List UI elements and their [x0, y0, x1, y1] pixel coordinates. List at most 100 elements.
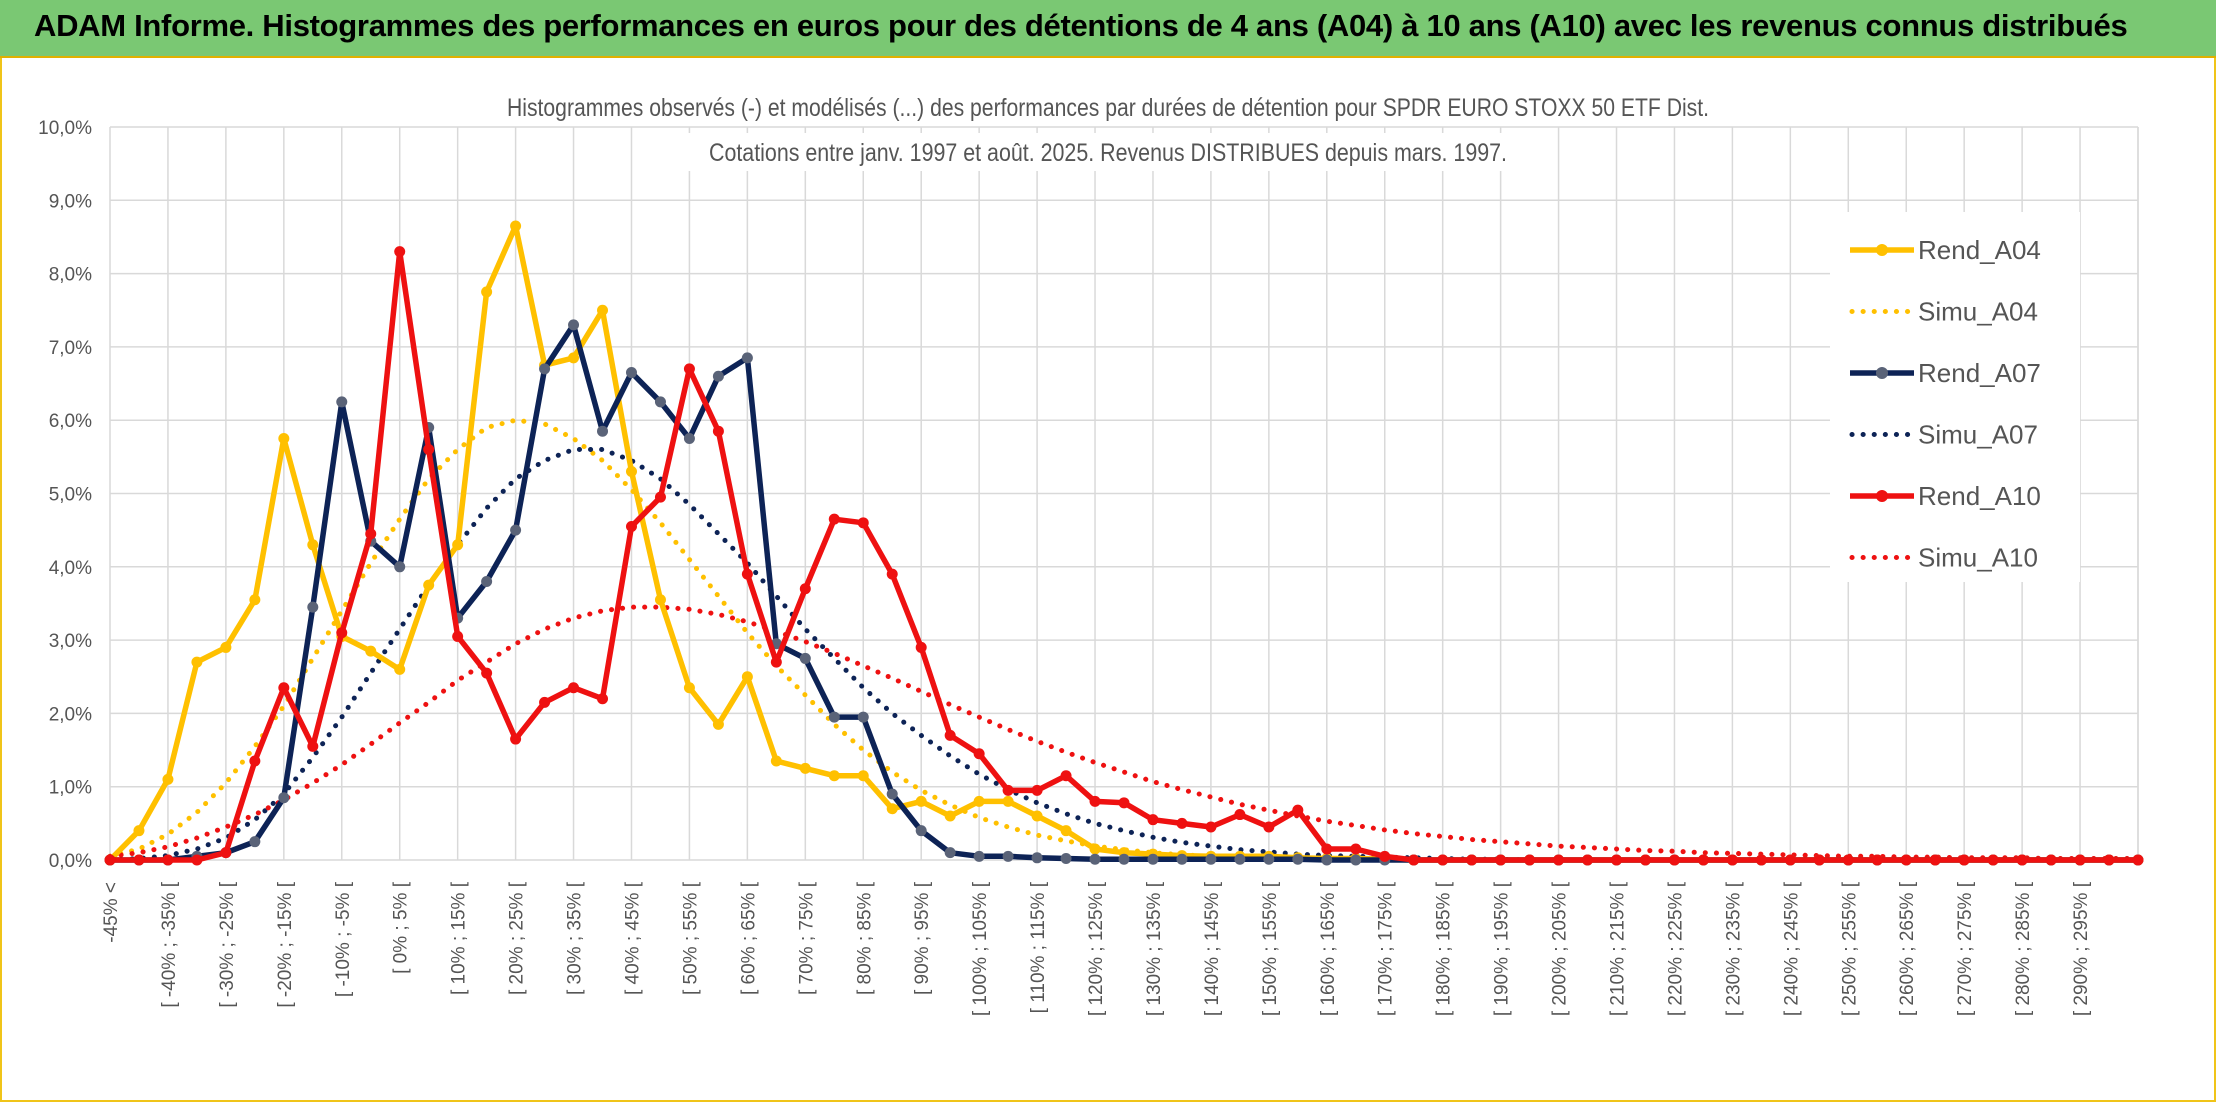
- data-point: [1118, 853, 1130, 865]
- data-point: [625, 367, 637, 379]
- legend: Rend_A04 Simu_A04 Rend_A07 Simu_A07 Rend_A10…: [1830, 212, 2080, 582]
- data-point: [510, 220, 522, 232]
- data-point: [220, 641, 232, 653]
- legend-label: Simu_A07: [1918, 420, 2038, 450]
- data-point: [539, 363, 551, 375]
- data-point: [510, 524, 522, 536]
- data-point: [1582, 854, 1594, 866]
- data-point: [394, 561, 406, 573]
- data-point: [683, 433, 695, 445]
- series-line: [107, 604, 2141, 861]
- data-point: [1263, 821, 1275, 833]
- data-point: [1929, 854, 1941, 866]
- legend-label: Rend_A04: [1918, 235, 2041, 265]
- x-tick-label: [ 40% ; 45% [: [622, 881, 643, 995]
- x-tick-label: [ 100% ; 105% [: [970, 881, 991, 1016]
- data-point: [712, 425, 724, 437]
- data-point: [857, 517, 869, 529]
- data-point: [1697, 854, 1709, 866]
- x-tick-label: [ 240% ; 245% [: [1781, 881, 1802, 1016]
- data-point: [886, 788, 898, 800]
- data-point: [423, 579, 435, 591]
- data-point: [568, 682, 580, 694]
- data-point: [799, 652, 811, 664]
- data-point: [741, 568, 753, 580]
- data-point: [1060, 825, 1072, 837]
- data-point: [1205, 853, 1217, 865]
- x-tick-label: [ 210% ; 215% [: [1608, 881, 1629, 1016]
- data-point: [973, 795, 985, 807]
- legend-item: Simu_A04: [1849, 297, 2038, 327]
- data-point: [278, 433, 290, 445]
- data-point: [481, 667, 493, 679]
- data-point: [1668, 854, 1680, 866]
- legend-item: Rend_A10: [1850, 481, 2041, 511]
- report-banner: ADAM Informe. Histogrammes des performan…: [0, 0, 2216, 58]
- data-point: [1958, 854, 1970, 866]
- data-point: [944, 810, 956, 822]
- data-point: [365, 528, 377, 540]
- data-point: [799, 583, 811, 595]
- data-point: [1611, 854, 1623, 866]
- data-point: [1408, 854, 1420, 866]
- legend-marker: [1876, 490, 1888, 502]
- chart-title-line: Cotations entre janv. 1997 et août. 2025…: [709, 139, 1507, 167]
- legend-marker: [1876, 367, 1888, 379]
- data-point: [191, 656, 203, 668]
- data-point: [1321, 854, 1333, 866]
- data-point: [2132, 854, 2144, 866]
- data-point: [1089, 843, 1101, 855]
- data-point: [1031, 852, 1043, 864]
- y-tick-label: 2,0%: [49, 704, 92, 725]
- x-tick-label: [ 180% ; 185% [: [1434, 881, 1455, 1016]
- x-tick-label: [ 260% ; 265% [: [1897, 881, 1918, 1016]
- x-tick-label: [ 110% ; 115% [: [1028, 881, 1049, 1013]
- data-point: [1495, 854, 1507, 866]
- data-point: [741, 352, 753, 364]
- data-point: [597, 425, 609, 437]
- data-point: [828, 711, 840, 723]
- data-point: [1089, 853, 1101, 865]
- report-title: ADAM Informe. Histogrammes des performan…: [34, 8, 2128, 43]
- data-point: [1031, 810, 1043, 822]
- x-tick-label: [ 60% ; 65% [: [738, 881, 759, 995]
- data-point: [2016, 854, 2028, 866]
- data-point: [539, 696, 551, 708]
- x-tick-label: [ 280% ; 285% [: [2013, 881, 2034, 1016]
- data-point: [944, 729, 956, 741]
- data-point: [915, 641, 927, 653]
- y-tick-label: 9,0%: [49, 191, 92, 212]
- data-point: [1031, 784, 1043, 796]
- data-point: [133, 825, 145, 837]
- data-point: [1726, 854, 1738, 866]
- data-point: [1176, 817, 1188, 829]
- data-point: [1784, 854, 1796, 866]
- data-point: [973, 850, 985, 862]
- y-tick-label: 6,0%: [49, 411, 92, 432]
- data-point: [712, 718, 724, 730]
- x-tick-label: [ 30% ; 35% [: [565, 881, 586, 995]
- x-tick-label: [ 20% ; 25% [: [507, 881, 528, 995]
- legend-label: Rend_A07: [1918, 358, 2041, 388]
- data-point: [973, 748, 985, 760]
- title-background: [453, 88, 1763, 126]
- data-point: [915, 795, 927, 807]
- series-simu-a10: [107, 604, 2141, 861]
- data-point: [597, 304, 609, 316]
- data-point: [510, 733, 522, 745]
- data-point: [452, 630, 464, 642]
- x-tick-label: [ 250% ; 255% [: [1839, 881, 1860, 1016]
- data-point: [307, 539, 319, 551]
- data-point: [1350, 843, 1362, 855]
- legend-label: Rend_A10: [1918, 481, 2041, 511]
- legend-label: Simu_A04: [1918, 297, 2038, 327]
- data-point: [1466, 854, 1478, 866]
- x-tick-label: [ 50% ; 55% [: [680, 881, 701, 995]
- x-tick-label: [ 290% ; 295% [: [2071, 881, 2092, 1016]
- chart-title-line: Histogrammes observés (-) et modélisés (…: [507, 94, 1709, 122]
- data-point: [625, 466, 637, 478]
- data-point: [1118, 797, 1130, 809]
- data-point: [1379, 850, 1391, 862]
- data-point: [886, 568, 898, 580]
